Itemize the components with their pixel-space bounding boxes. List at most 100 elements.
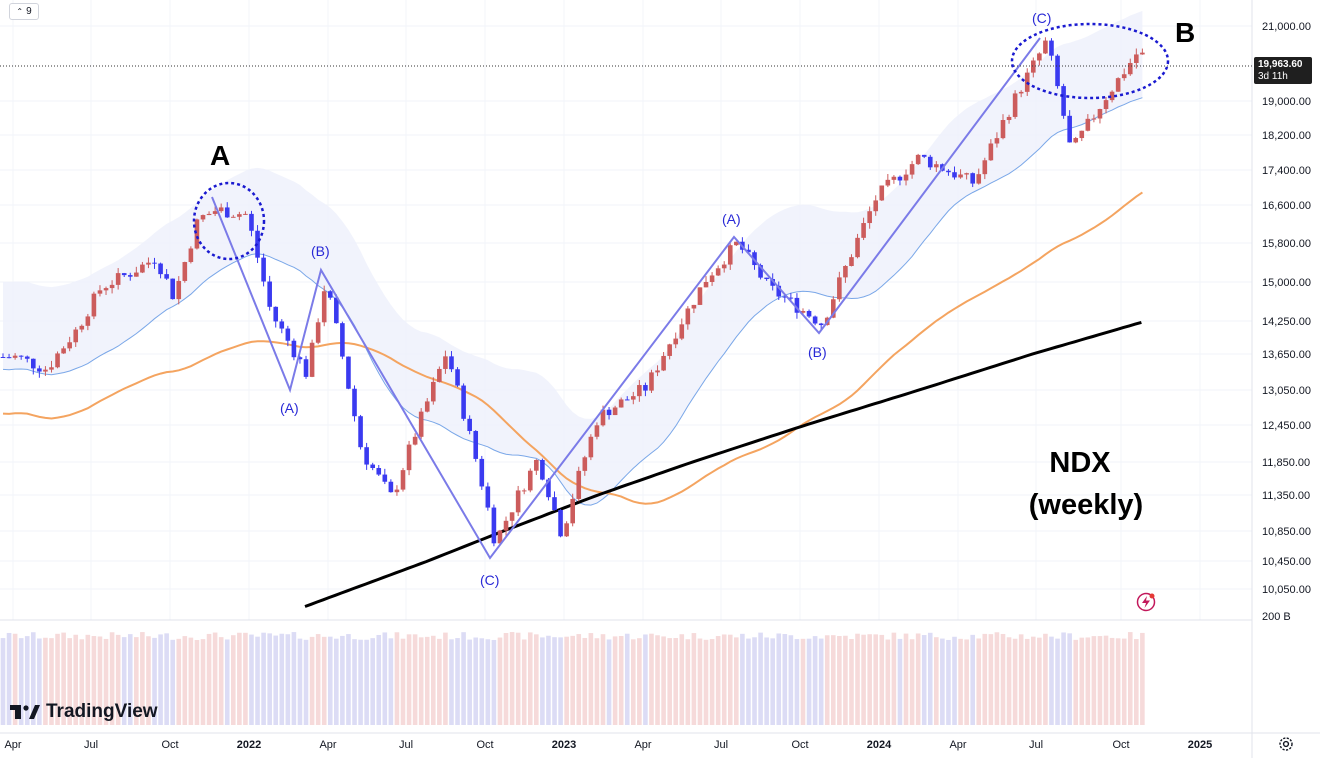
volume-bar [685, 639, 691, 725]
candle-body [97, 290, 103, 294]
candle-body [576, 470, 582, 499]
candle-body [370, 464, 375, 469]
time-axis-label: Apr [319, 739, 336, 751]
volume-bar [206, 633, 212, 725]
time-axis-label: Jul [84, 739, 98, 751]
candle-body [497, 530, 503, 544]
volume-bar [249, 634, 254, 725]
candle-body [752, 252, 757, 266]
volume-bar [776, 633, 782, 725]
volume-bar [218, 637, 224, 725]
volume-bar [509, 632, 515, 725]
volume-bar [588, 633, 594, 725]
time-axis-label: 2025 [1188, 739, 1212, 751]
candle-body [437, 368, 442, 382]
candle-body [685, 308, 691, 325]
price-axis-label: 14,250.00 [1262, 316, 1311, 328]
time-axis[interactable]: Apr Jul Oct 2022 Apr Jul Oct 2023 Apr Jul Oct 2024 A… [4, 739, 1212, 751]
candle-body [988, 143, 994, 161]
candle-body [1091, 118, 1097, 120]
candle-body [200, 215, 206, 220]
volume-bar [376, 634, 382, 725]
volume-bar [406, 634, 412, 725]
volume-bar [1073, 639, 1079, 725]
volume-bar [534, 634, 539, 725]
volume-bar [830, 635, 836, 725]
candle-body [788, 297, 794, 299]
volume-bar [600, 634, 606, 725]
candle-body [564, 523, 569, 537]
candle-body [818, 323, 824, 326]
candle-body [661, 355, 666, 371]
volume-bar [800, 638, 806, 725]
volume-bar [115, 634, 121, 725]
candle-body [915, 154, 921, 165]
volume-bar [194, 639, 200, 725]
volume-bar [224, 639, 230, 725]
settings-gear-icon[interactable] [1277, 735, 1295, 753]
volume-bar [37, 638, 42, 725]
volume-bar [630, 639, 636, 725]
volume-bar [964, 639, 969, 725]
candle-body [158, 263, 163, 275]
candle-body [867, 211, 872, 224]
volume-bar [18, 638, 24, 725]
candle-body [515, 490, 521, 513]
candle-body [400, 470, 406, 490]
circle-a [192, 181, 266, 261]
candle-body [364, 447, 369, 465]
price-axis[interactable]: 21,000.00 19,000.00 18,200.00 17,400.00 16,6… [1262, 21, 1311, 596]
price-axis-label: 17,400.00 [1262, 165, 1311, 177]
volume-bar [437, 638, 442, 725]
candle-body [1085, 118, 1091, 131]
interval-selector[interactable]: ⌃ 9 [9, 3, 39, 20]
tradingview-logo[interactable]: TradingView [10, 701, 158, 722]
lightning-icon[interactable] [1135, 591, 1157, 613]
volume-bar [843, 635, 848, 725]
volume-bar [915, 633, 921, 725]
candle-body [855, 237, 860, 258]
volume-bar [1037, 637, 1042, 725]
candle-body [461, 385, 466, 419]
volume-bar [982, 633, 988, 725]
volume-bar [1121, 638, 1127, 725]
volume-bar [1127, 632, 1133, 725]
candle-body [812, 316, 818, 324]
volume-bar [1109, 637, 1115, 725]
volume-bar [1012, 638, 1018, 725]
candle-body [558, 510, 563, 537]
price-axis-label: 16,600.00 [1262, 200, 1311, 212]
volume-bar [1000, 633, 1006, 725]
price-axis-label: 21,000.00 [1262, 21, 1311, 33]
candle-body [485, 486, 491, 508]
volume-bar [182, 636, 188, 725]
candle-body [37, 368, 42, 372]
candle-body [176, 280, 182, 300]
volume-bar [67, 638, 72, 725]
candle-body [412, 436, 418, 445]
candle-body [152, 262, 157, 264]
volume-bar [879, 634, 885, 725]
candle-body [303, 359, 309, 377]
candle-body [885, 179, 891, 186]
candle-body [552, 497, 557, 511]
volume-bar [824, 635, 830, 725]
wave-line-left [211, 37, 1041, 560]
candle-body [467, 418, 472, 432]
time-axis-label: 2023 [552, 739, 576, 751]
volume-bar [1134, 639, 1139, 725]
volume-bar [1061, 632, 1066, 725]
candle-body [449, 356, 454, 370]
volume-bar [188, 637, 194, 725]
candle-body [709, 275, 715, 282]
volume-bar [267, 633, 272, 725]
volume-bar [576, 634, 582, 725]
candle-body [861, 223, 866, 238]
volume-bar [649, 633, 654, 725]
volume-bar [430, 635, 436, 725]
interval-chevron-icon: ⌃ [16, 7, 24, 16]
last-price-value: 19,963.60 [1258, 59, 1303, 70]
candle-body [800, 310, 806, 313]
volume-bar [994, 632, 1000, 725]
